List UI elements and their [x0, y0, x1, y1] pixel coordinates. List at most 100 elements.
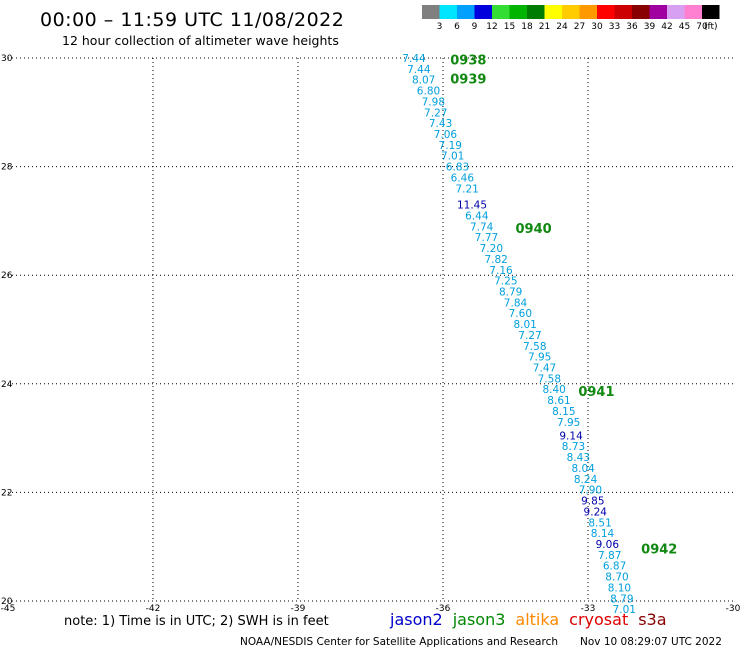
- y-tick-label: 20: [1, 597, 13, 607]
- x-tick-label: -33: [581, 604, 596, 614]
- wave-height-label: 7.27: [518, 330, 541, 342]
- wave-height-label: 7.44: [407, 64, 431, 76]
- wave-height-label: 7.95: [557, 417, 580, 429]
- scale-label-30: 30: [591, 22, 603, 32]
- scale-swatch-4: [492, 5, 510, 19]
- scale-label-12: 12: [486, 22, 497, 32]
- scale-label-42: 42: [661, 22, 672, 32]
- scale-swatch-7: [544, 5, 562, 19]
- wave-height-label: 7.90: [579, 485, 602, 497]
- scale-label-27: 27: [574, 22, 585, 32]
- time-label: 0940: [516, 222, 552, 237]
- wave-height-label: 7.01: [613, 604, 636, 616]
- credit-agency: NOAA/NESDIS Center for Satellite Applica…: [240, 636, 558, 648]
- scale-swatch-2: [457, 5, 475, 19]
- wave-height-label: 8.73: [562, 441, 585, 453]
- wave-height-label: 6.44: [465, 210, 489, 222]
- legend-s3a: s3a: [638, 610, 666, 629]
- wave-height-label: 8.04: [571, 463, 595, 475]
- wave-height-label: 7.58: [538, 373, 561, 385]
- scale-label-33: 33: [609, 22, 620, 32]
- wave-height-label: 7.20: [480, 243, 503, 255]
- wave-height-label: 8.14: [591, 528, 615, 540]
- wave-height-label: 8.40: [542, 384, 565, 396]
- wave-height-label: 7.47: [533, 363, 556, 375]
- chart-subtitle: 12 hour collection of altimeter wave hei…: [62, 33, 339, 48]
- footnote: note: 1) Time is in UTC; 2) SWH is in fe…: [64, 614, 329, 629]
- wave-height-label: 9.24: [584, 506, 608, 518]
- credit-timestamp: Nov 10 08:29:07 UTC 2022: [580, 636, 722, 648]
- wave-height-label: 7.21: [455, 183, 478, 195]
- scale-label-18: 18: [521, 22, 533, 32]
- scale-label-21: 21: [539, 22, 550, 32]
- wave-height-label: 7.19: [439, 140, 462, 152]
- scale-unit: (ft): [704, 22, 718, 32]
- y-tick-label: 22: [1, 488, 12, 498]
- y-tick-label: 30: [1, 54, 13, 64]
- time-label: 0941: [578, 385, 614, 400]
- wave-height-label: 7.58: [523, 341, 546, 353]
- x-tick-label: -42: [146, 604, 161, 614]
- wave-height-label: 7.01: [441, 151, 464, 163]
- chart-title: 00:00 – 11:59 UTC 11/08/2022: [40, 9, 344, 31]
- scale-swatch-15: [684, 5, 702, 19]
- wave-height-label: 7.27: [424, 107, 447, 119]
- x-tick-label: -36: [436, 604, 451, 614]
- wave-height-label: 11.45: [457, 200, 487, 212]
- wave-height-label: 8.01: [513, 319, 536, 331]
- wave-height-label: 7.60: [509, 308, 532, 320]
- wave-height-label: 8.79: [499, 286, 522, 298]
- wave-height-label: 6.83: [446, 162, 469, 174]
- legend-jason2: jason2: [389, 610, 443, 629]
- wave-height-label: 8.10: [608, 582, 631, 594]
- time-label: 0939: [450, 73, 486, 88]
- wave-height-label: 6.46: [451, 172, 475, 184]
- y-tick-label: 28: [1, 163, 13, 173]
- wave-height-label: 7.43: [429, 118, 452, 130]
- wave-height-label: 7.82: [484, 254, 507, 266]
- plot-grid: [8, 57, 733, 602]
- wave-height-label: 6.80: [417, 86, 440, 98]
- color-scale-legend: 3 6 9 12 15 18 21 24 27 30 33 36 39 42 45 70(ft): [422, 5, 720, 32]
- wave-height-label: 7.95: [528, 352, 551, 364]
- scale-swatch-6: [527, 5, 545, 19]
- scale-swatch-3: [474, 5, 492, 19]
- wave-height-label: 8.79: [610, 593, 633, 605]
- scale-swatch-11: [614, 5, 632, 19]
- scale-label-15: 15: [504, 22, 515, 32]
- scale-swatch-12: [632, 5, 650, 19]
- wave-height-label: 7.25: [494, 276, 517, 288]
- scale-swatch-10: [597, 5, 615, 19]
- wave-height-label: 7.44: [402, 53, 426, 65]
- wave-height-label: 7.06: [434, 129, 458, 141]
- time-label: 0942: [641, 542, 677, 557]
- wave-height-label: 7.77: [475, 232, 498, 244]
- wave-height-label: 8.70: [605, 572, 628, 584]
- scale-label-3: 3: [437, 22, 443, 32]
- wave-height-label: 7.16: [489, 265, 513, 277]
- wave-height-label: 7.74: [470, 221, 494, 233]
- time-labels: 0938 0939 0940 0941 0942: [450, 54, 677, 558]
- legend-cryosat: cryosat: [569, 610, 628, 629]
- legend-jason3: jason3: [452, 610, 506, 629]
- wave-height-label: 8.15: [552, 406, 575, 418]
- wave-height-label: 7.87: [598, 550, 621, 562]
- scale-swatch-5: [509, 5, 527, 19]
- x-tick-label: -39: [291, 604, 306, 614]
- scale-swatch-14: [667, 5, 685, 19]
- x-tick-label: -30: [726, 604, 740, 614]
- wave-height-label: 8.07: [412, 75, 435, 87]
- scale-swatch-0: [422, 5, 440, 19]
- scale-swatch-9: [579, 5, 597, 19]
- scale-label-6: 6: [454, 22, 460, 32]
- scale-label-39: 39: [644, 22, 656, 32]
- y-tick-label: 26: [1, 271, 13, 281]
- wave-height-points: 7.447.448.076.807.987.277.437.067.197.01…: [402, 53, 636, 616]
- scale-label-70: 70: [696, 22, 708, 32]
- wave-height-label: 7.84: [504, 297, 528, 309]
- scale-label-45: 45: [679, 22, 690, 32]
- wave-height-label: 8.51: [588, 517, 611, 529]
- wave-height-label: 9.06: [596, 539, 620, 551]
- wave-height-label: 8.61: [547, 395, 570, 407]
